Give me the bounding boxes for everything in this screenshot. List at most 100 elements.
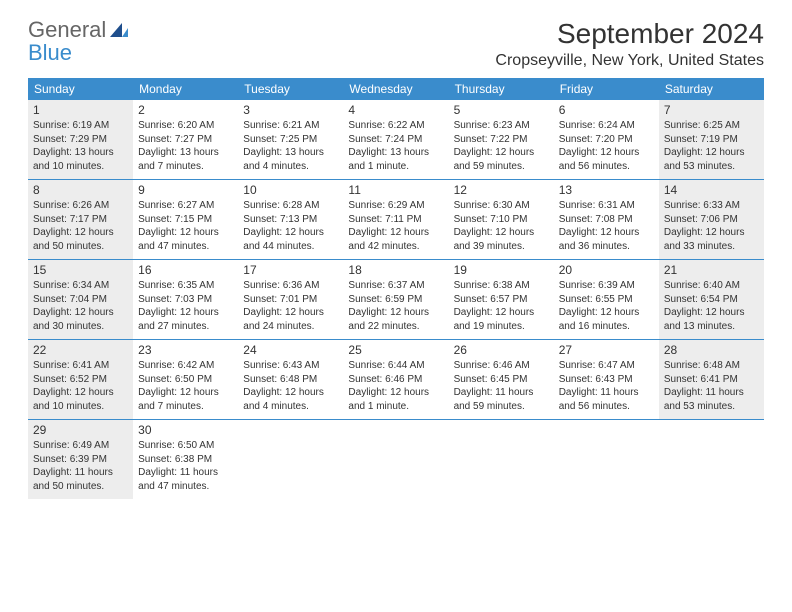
dow-sunday: Sunday xyxy=(28,78,133,100)
day-cell-22: 22Sunrise: 6:41 AMSunset: 6:52 PMDayligh… xyxy=(28,340,133,419)
day-cell-30: 30 Sunrise: 6:50 AMSunset: 6:38 PMDayligh… xyxy=(133,420,238,499)
day-cell-29: 29 Sunrise: 6:49 AMSunset: 6:39 PMDayligh… xyxy=(28,420,133,499)
empty-cell xyxy=(343,420,448,499)
day-detail: Sunrise: 6:42 AMSunset: 6:50 PMDaylight:… xyxy=(138,359,233,413)
day-cell-23: 23 Sunrise: 6:42 AMSunset: 6:50 PMDayligh… xyxy=(133,340,238,419)
day-number: 5 xyxy=(454,103,549,117)
day-number: 25 xyxy=(348,343,443,357)
day-detail: Sunrise: 6:49 AMSunset: 6:39 PMDaylight:… xyxy=(33,439,128,493)
day-number: 17 xyxy=(243,263,338,277)
week-row: 15Sunrise: 6:34 AMSunset: 7:04 PMDayligh… xyxy=(28,260,764,340)
day-number: 13 xyxy=(559,183,654,197)
week-row: 22Sunrise: 6:41 AMSunset: 6:52 PMDayligh… xyxy=(28,340,764,420)
empty-cell xyxy=(554,420,659,499)
empty-cell xyxy=(659,420,764,499)
day-detail: Sunrise: 6:19 AMSunset: 7:29 PMDaylight:… xyxy=(33,119,128,173)
day-cell-10: 10 Sunrise: 6:28 AMSunset: 7:13 PMDayligh… xyxy=(238,180,343,259)
day-number: 18 xyxy=(348,263,443,277)
week-row: 29 Sunrise: 6:49 AMSunset: 6:39 PMDayligh… xyxy=(28,420,764,499)
day-number: 11 xyxy=(348,183,443,197)
day-detail: Sunrise: 6:33 AMSunset: 7:06 PMDaylight:… xyxy=(664,199,759,253)
day-number: 2 xyxy=(138,103,233,117)
header: General Blue September 2024 Cropseyville… xyxy=(28,18,764,70)
day-cell-28: 28Sunrise: 6:48 AMSunset: 6:41 PMDayligh… xyxy=(659,340,764,419)
day-of-week-header: SundayMondayTuesdayWednesdayThursdayFrid… xyxy=(28,78,764,100)
day-number: 10 xyxy=(243,183,338,197)
day-cell-9: 9 Sunrise: 6:27 AMSunset: 7:15 PMDaylight… xyxy=(133,180,238,259)
day-number: 27 xyxy=(559,343,654,357)
day-cell-26: 26Sunrise: 6:46 AMSunset: 6:45 PMDayligh… xyxy=(449,340,554,419)
day-cell-13: 13Sunrise: 6:31 AMSunset: 7:08 PMDayligh… xyxy=(554,180,659,259)
dow-thursday: Thursday xyxy=(449,78,554,100)
day-detail: Sunrise: 6:37 AMSunset: 6:59 PMDaylight:… xyxy=(348,279,443,333)
day-detail: Sunrise: 6:23 AMSunset: 7:22 PMDaylight:… xyxy=(454,119,549,173)
day-cell-2: 2 Sunrise: 6:20 AMSunset: 7:27 PMDaylight… xyxy=(133,100,238,179)
day-detail: Sunrise: 6:20 AMSunset: 7:27 PMDaylight:… xyxy=(138,119,233,173)
day-number: 22 xyxy=(33,343,128,357)
day-number: 12 xyxy=(454,183,549,197)
day-detail: Sunrise: 6:44 AMSunset: 6:46 PMDaylight:… xyxy=(348,359,443,413)
day-cell-17: 17 Sunrise: 6:36 AMSunset: 7:01 PMDayligh… xyxy=(238,260,343,339)
day-cell-3: 3 Sunrise: 6:21 AMSunset: 7:25 PMDaylight… xyxy=(238,100,343,179)
title-block: September 2024 Cropseyville, New York, U… xyxy=(495,18,764,70)
day-cell-7: 7 Sunrise: 6:25 AMSunset: 7:19 PMDaylight… xyxy=(659,100,764,179)
calendar: SundayMondayTuesdayWednesdayThursdayFrid… xyxy=(28,78,764,499)
dow-friday: Friday xyxy=(554,78,659,100)
day-detail: Sunrise: 6:30 AMSunset: 7:10 PMDaylight:… xyxy=(454,199,549,253)
day-cell-15: 15Sunrise: 6:34 AMSunset: 7:04 PMDayligh… xyxy=(28,260,133,339)
day-detail: Sunrise: 6:39 AMSunset: 6:55 PMDaylight:… xyxy=(559,279,654,333)
day-cell-14: 14Sunrise: 6:33 AMSunset: 7:06 PMDayligh… xyxy=(659,180,764,259)
day-detail: Sunrise: 6:35 AMSunset: 7:03 PMDaylight:… xyxy=(138,279,233,333)
dow-wednesday: Wednesday xyxy=(343,78,448,100)
dow-tuesday: Tuesday xyxy=(238,78,343,100)
day-number: 19 xyxy=(454,263,549,277)
day-detail: Sunrise: 6:25 AMSunset: 7:19 PMDaylight:… xyxy=(664,119,759,173)
day-detail: Sunrise: 6:28 AMSunset: 7:13 PMDaylight:… xyxy=(243,199,338,253)
day-cell-11: 11Sunrise: 6:29 AMSunset: 7:11 PMDayligh… xyxy=(343,180,448,259)
day-cell-5: 5 Sunrise: 6:23 AMSunset: 7:22 PMDaylight… xyxy=(449,100,554,179)
empty-cell xyxy=(449,420,554,499)
logo-text-blue: Blue xyxy=(28,41,128,64)
day-detail: Sunrise: 6:27 AMSunset: 7:15 PMDaylight:… xyxy=(138,199,233,253)
day-number: 4 xyxy=(348,103,443,117)
day-cell-1: 1Sunrise: 6:19 AMSunset: 7:29 PMDaylight… xyxy=(28,100,133,179)
day-number: 9 xyxy=(138,183,233,197)
location: Cropseyville, New York, United States xyxy=(495,52,764,70)
month-title: September 2024 xyxy=(495,18,764,50)
day-detail: Sunrise: 6:40 AMSunset: 6:54 PMDaylight:… xyxy=(664,279,759,333)
day-number: 30 xyxy=(138,423,233,437)
dow-saturday: Saturday xyxy=(659,78,764,100)
day-detail: Sunrise: 6:38 AMSunset: 6:57 PMDaylight:… xyxy=(454,279,549,333)
day-number: 26 xyxy=(454,343,549,357)
day-number: 24 xyxy=(243,343,338,357)
day-cell-8: 8Sunrise: 6:26 AMSunset: 7:17 PMDaylight… xyxy=(28,180,133,259)
day-detail: Sunrise: 6:47 AMSunset: 6:43 PMDaylight:… xyxy=(559,359,654,413)
day-number: 16 xyxy=(138,263,233,277)
day-detail: Sunrise: 6:34 AMSunset: 7:04 PMDaylight:… xyxy=(33,279,128,333)
day-detail: Sunrise: 6:36 AMSunset: 7:01 PMDaylight:… xyxy=(243,279,338,333)
day-number: 21 xyxy=(664,263,759,277)
day-cell-24: 24 Sunrise: 6:43 AMSunset: 6:48 PMDayligh… xyxy=(238,340,343,419)
day-cell-6: 6Sunrise: 6:24 AMSunset: 7:20 PMDaylight… xyxy=(554,100,659,179)
day-detail: Sunrise: 6:50 AMSunset: 6:38 PMDaylight:… xyxy=(138,439,233,493)
day-cell-16: 16 Sunrise: 6:35 AMSunset: 7:03 PMDayligh… xyxy=(133,260,238,339)
logo-sail-icon xyxy=(110,18,128,32)
day-number: 23 xyxy=(138,343,233,357)
day-number: 29 xyxy=(33,423,128,437)
empty-cell xyxy=(238,420,343,499)
week-row: 1Sunrise: 6:19 AMSunset: 7:29 PMDaylight… xyxy=(28,100,764,180)
day-number: 28 xyxy=(664,343,759,357)
day-cell-18: 18 Sunrise: 6:37 AMSunset: 6:59 PMDayligh… xyxy=(343,260,448,339)
day-number: 8 xyxy=(33,183,128,197)
day-cell-25: 25 Sunrise: 6:44 AMSunset: 6:46 PMDayligh… xyxy=(343,340,448,419)
day-number: 3 xyxy=(243,103,338,117)
day-detail: Sunrise: 6:21 AMSunset: 7:25 PMDaylight:… xyxy=(243,119,338,173)
dow-monday: Monday xyxy=(133,78,238,100)
day-number: 7 xyxy=(664,103,759,117)
day-detail: Sunrise: 6:43 AMSunset: 6:48 PMDaylight:… xyxy=(243,359,338,413)
day-cell-19: 19 Sunrise: 6:38 AMSunset: 6:57 PMDayligh… xyxy=(449,260,554,339)
day-detail: Sunrise: 6:22 AMSunset: 7:24 PMDaylight:… xyxy=(348,119,443,173)
day-cell-4: 4 Sunrise: 6:22 AMSunset: 7:24 PMDaylight… xyxy=(343,100,448,179)
logo: General Blue xyxy=(28,18,128,64)
day-number: 20 xyxy=(559,263,654,277)
